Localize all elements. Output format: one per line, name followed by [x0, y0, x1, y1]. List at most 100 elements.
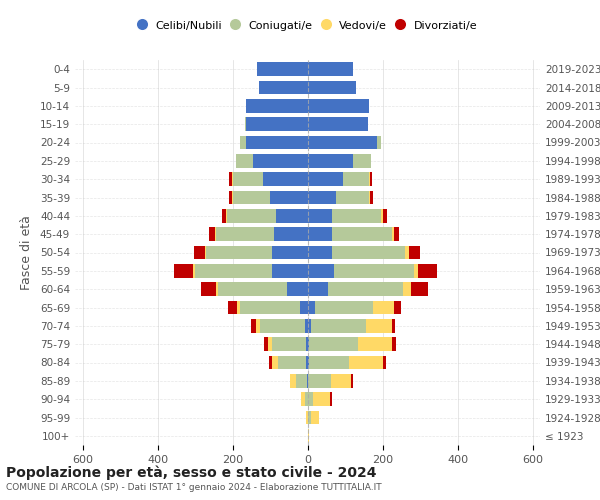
Bar [195, 264, 272, 278]
Bar [310, 356, 349, 370]
Bar [410, 282, 427, 296]
Legend: Celibi/Nubili, Coniugati/e, Vedovi/e, Divorziati/e: Celibi/Nubili, Coniugati/e, Vedovi/e, Di… [133, 16, 482, 35]
Bar [394, 228, 400, 241]
Bar [377, 136, 380, 149]
Bar [308, 429, 310, 442]
Bar [367, 118, 368, 131]
Bar [240, 300, 300, 314]
Bar [308, 136, 377, 149]
Bar [332, 246, 405, 260]
Bar [215, 282, 218, 296]
Bar [251, 319, 256, 332]
Bar [313, 392, 330, 406]
Bar [308, 62, 353, 76]
Bar [305, 338, 308, 351]
Bar [272, 356, 277, 370]
Bar [352, 374, 353, 388]
Bar [310, 338, 358, 351]
Bar [218, 282, 287, 296]
Bar [334, 264, 415, 278]
Bar [308, 338, 310, 351]
Bar [308, 356, 310, 370]
Y-axis label: Anni di nascita: Anni di nascita [596, 206, 600, 298]
Bar [290, 374, 296, 388]
Bar [308, 99, 370, 112]
Bar [335, 190, 370, 204]
Bar [308, 209, 332, 222]
Bar [383, 356, 386, 370]
Bar [175, 264, 193, 278]
Bar [193, 264, 195, 278]
Bar [287, 282, 308, 296]
Bar [296, 374, 307, 388]
Bar [403, 282, 410, 296]
Bar [259, 80, 308, 94]
Bar [308, 172, 343, 186]
Bar [308, 154, 353, 168]
Bar [365, 319, 392, 332]
Bar [265, 338, 268, 351]
Bar [308, 80, 356, 94]
Bar [205, 246, 206, 260]
Bar [229, 172, 232, 186]
Bar [405, 246, 409, 260]
Bar [332, 228, 392, 241]
Bar [308, 118, 367, 131]
Bar [200, 282, 215, 296]
Y-axis label: Fasce di età: Fasce di età [20, 215, 33, 290]
Bar [269, 356, 272, 370]
Bar [332, 209, 380, 222]
Bar [253, 154, 308, 168]
Bar [206, 246, 272, 260]
Bar [227, 300, 237, 314]
Bar [308, 282, 328, 296]
Bar [236, 154, 253, 168]
Bar [270, 190, 308, 204]
Bar [301, 392, 305, 406]
Bar [221, 209, 226, 222]
Bar [308, 392, 313, 406]
Bar [260, 319, 305, 332]
Bar [328, 282, 403, 296]
Bar [257, 62, 308, 76]
Bar [392, 338, 395, 351]
Bar [245, 118, 308, 131]
Bar [256, 319, 260, 332]
Bar [232, 190, 233, 204]
Bar [418, 264, 437, 278]
Bar [272, 246, 308, 260]
Bar [380, 209, 383, 222]
Bar [370, 190, 373, 204]
Bar [311, 410, 319, 424]
Bar [331, 374, 352, 388]
Bar [383, 209, 387, 222]
Bar [394, 300, 401, 314]
Bar [307, 374, 308, 388]
Bar [245, 99, 308, 112]
Bar [268, 338, 272, 351]
Bar [240, 136, 245, 149]
Bar [305, 356, 308, 370]
Bar [358, 338, 392, 351]
Bar [235, 154, 236, 168]
Bar [209, 228, 215, 241]
Bar [373, 300, 394, 314]
Bar [330, 392, 332, 406]
Bar [233, 172, 263, 186]
Bar [275, 209, 308, 222]
Bar [229, 190, 232, 204]
Bar [392, 228, 394, 241]
Bar [277, 356, 305, 370]
Bar [392, 319, 395, 332]
Bar [307, 410, 308, 424]
Bar [343, 172, 370, 186]
Bar [272, 338, 305, 351]
Bar [311, 319, 365, 332]
Bar [308, 190, 335, 204]
Bar [349, 356, 383, 370]
Bar [305, 392, 308, 406]
Bar [308, 374, 331, 388]
Bar [237, 300, 240, 314]
Bar [308, 228, 332, 241]
Bar [370, 172, 372, 186]
